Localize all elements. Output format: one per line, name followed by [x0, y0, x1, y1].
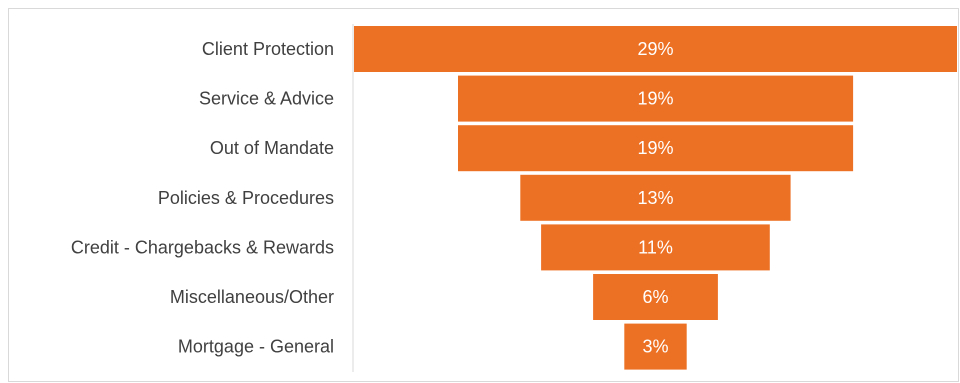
- category-label: Policies & Procedures: [158, 188, 334, 208]
- category-label: Credit - Chargebacks & Rewards: [71, 237, 334, 257]
- labels-layer: 29% Client Protection 19% Service & Advice 1…: [71, 39, 674, 357]
- category-label: Client Protection: [202, 39, 334, 59]
- funnel-bar: [624, 323, 687, 370]
- funnel-bar: [520, 174, 791, 221]
- bar-value-label: 13%: [637, 188, 673, 208]
- category-label: Mortgage - General: [178, 337, 334, 357]
- bar-value-label: 3%: [642, 337, 668, 357]
- funnel-bar: [593, 274, 718, 320]
- bar-value-label: 29%: [637, 39, 673, 59]
- bar-value-label: 6%: [642, 287, 668, 307]
- bar-value-label: 11%: [638, 237, 673, 257]
- funnel-bar: [541, 224, 770, 271]
- bars-layer: [354, 26, 957, 370]
- funnel-bar: [458, 75, 854, 122]
- category-label: Service & Advice: [199, 89, 334, 109]
- funnel-bar: [458, 125, 854, 172]
- category-label: Out of Mandate: [210, 138, 334, 158]
- category-label: Miscellaneous/Other: [170, 287, 334, 307]
- bar-value-label: 19%: [637, 138, 673, 158]
- funnel-bar: [354, 26, 957, 72]
- bar-value-label: 19%: [637, 89, 673, 109]
